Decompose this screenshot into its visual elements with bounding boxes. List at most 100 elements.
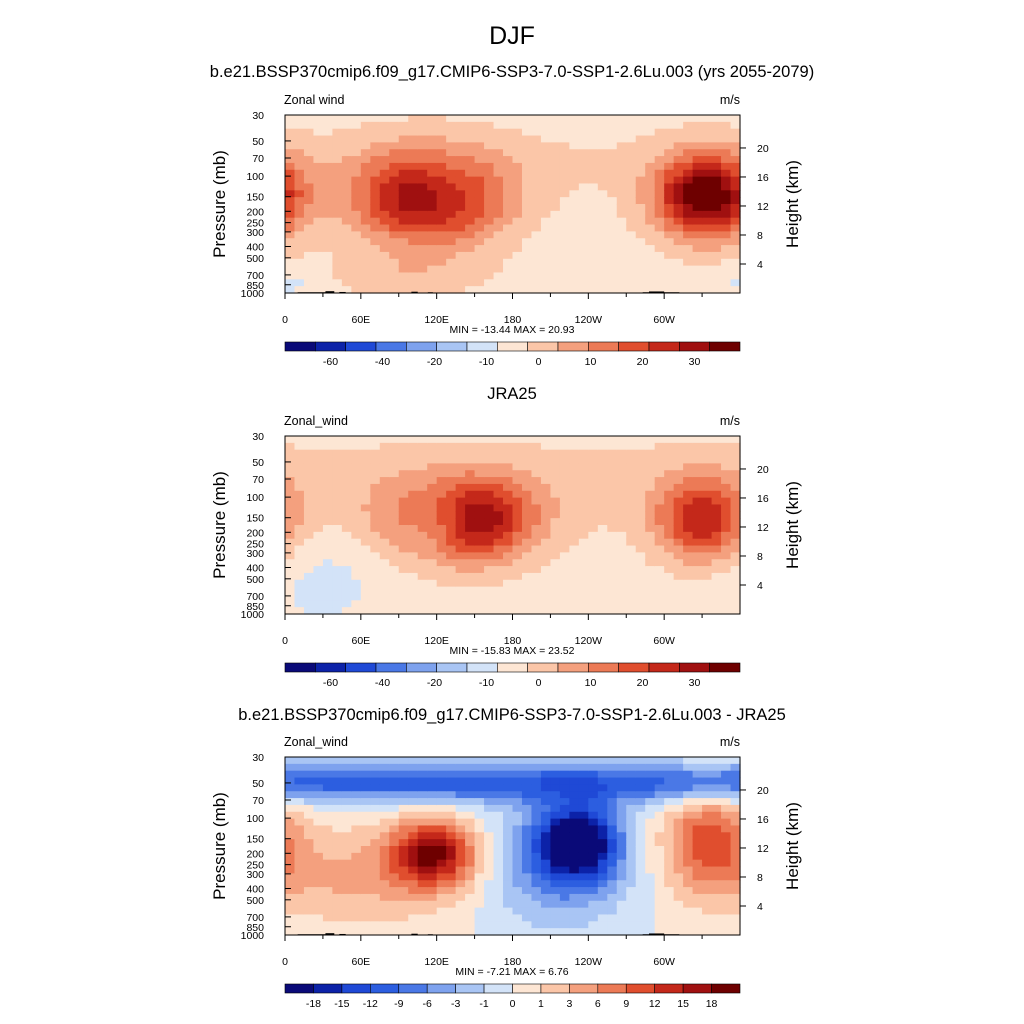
- field-cell: [588, 477, 599, 485]
- field-cell: [559, 846, 570, 854]
- field-cell: [370, 169, 381, 178]
- field-cell: [654, 880, 665, 888]
- field-cell: [389, 245, 400, 253]
- field-cell: [303, 251, 315, 260]
- field-cell: [285, 784, 296, 792]
- field-cell: [597, 907, 608, 916]
- field-cell: [322, 928, 333, 936]
- field-cell: [626, 757, 637, 765]
- field-cell: [721, 921, 732, 929]
- field-cell: [540, 142, 552, 150]
- field-cell: [303, 511, 315, 519]
- field-cell: [351, 518, 362, 526]
- field-cell: [721, 900, 732, 909]
- field-cell: [550, 825, 561, 833]
- field-cell: [332, 477, 343, 485]
- field-cell: [635, 770, 646, 779]
- field-cell: [313, 859, 324, 868]
- field-cell: [664, 497, 675, 506]
- field-cell: [427, 224, 438, 232]
- field-cell: [588, 121, 599, 130]
- field-cell: [294, 456, 305, 464]
- field-cell: [512, 859, 523, 868]
- pressure-tick-label: 1000: [241, 288, 265, 300]
- field-cell: [569, 231, 580, 239]
- field-cell: [645, 552, 656, 560]
- field-cell: [503, 880, 514, 888]
- field-cell: [322, 238, 333, 246]
- field-cell: [540, 866, 552, 874]
- field-cell: [465, 497, 476, 506]
- field-cell: [322, 121, 333, 130]
- field-cell: [503, 566, 514, 574]
- field-cell: [588, 572, 599, 581]
- field-cell: [635, 600, 646, 608]
- field-cell: [521, 600, 533, 608]
- field-cell: [711, 791, 722, 799]
- field-cell: [626, 477, 637, 485]
- field-cell: [351, 921, 362, 929]
- field-cell: [322, 128, 333, 137]
- field-cell: [702, 832, 713, 840]
- field-cell: [303, 463, 315, 471]
- field-cell: [493, 115, 504, 123]
- field-cell: [360, 593, 371, 601]
- field-cell: [285, 463, 296, 471]
- field-cell: [711, 251, 722, 260]
- field-cell: [645, 777, 656, 785]
- field-cell: [607, 928, 618, 936]
- field-cell: [322, 600, 333, 608]
- field-cell: [503, 593, 514, 601]
- field-cell: [484, 811, 495, 820]
- field-cell: [294, 907, 305, 916]
- field-cell: [702, 497, 713, 506]
- colorbar-label: -10: [479, 677, 494, 689]
- field-cell: [654, 607, 665, 615]
- field-cell: [607, 572, 618, 581]
- field-cell: [692, 449, 703, 458]
- field-cell: [332, 183, 343, 191]
- field-cell: [597, 559, 608, 567]
- field-cell: [559, 183, 570, 191]
- field-cell: [465, 880, 476, 888]
- field-cell: [379, 497, 390, 506]
- field-cell: [569, 804, 580, 813]
- field-cell: [540, 579, 552, 588]
- field-cell: [578, 149, 589, 157]
- field-cell: [654, 600, 665, 608]
- field-cell: [446, 483, 457, 492]
- field-cell: [493, 593, 504, 601]
- field-cell: [303, 784, 315, 792]
- field-cell: [635, 784, 646, 792]
- field-cell: [730, 880, 741, 888]
- field-cell: [351, 231, 362, 239]
- field-cell: [332, 552, 343, 560]
- field-cell: [446, 545, 457, 553]
- field-cell: [559, 490, 570, 499]
- field-cell: [645, 231, 656, 239]
- field-cell: [493, 156, 504, 164]
- field-cell: [692, 825, 703, 833]
- field-cell: [493, 572, 504, 581]
- field-cell: [379, 559, 390, 567]
- field-cell: [654, 197, 665, 205]
- field-cell: [436, 832, 447, 840]
- field-cell: [588, 279, 599, 287]
- field-cell: [370, 525, 381, 533]
- field-cell: [446, 907, 457, 916]
- field-cell: [721, 825, 732, 833]
- field-cell: [332, 757, 343, 765]
- field-cell: [313, 763, 324, 772]
- field-cell: [408, 763, 419, 772]
- field-cell: [673, 798, 684, 806]
- field-cell: [512, 518, 523, 526]
- pressure-tick-label: 100: [246, 813, 264, 825]
- field-cell: [683, 791, 694, 799]
- field-cell: [436, 156, 447, 164]
- field-cell: [654, 593, 665, 601]
- field-cell: [626, 880, 637, 888]
- field-cell: [645, 238, 656, 246]
- field-cell: [313, 436, 324, 444]
- field-cell: [597, 231, 608, 239]
- field-cell: [597, 456, 608, 464]
